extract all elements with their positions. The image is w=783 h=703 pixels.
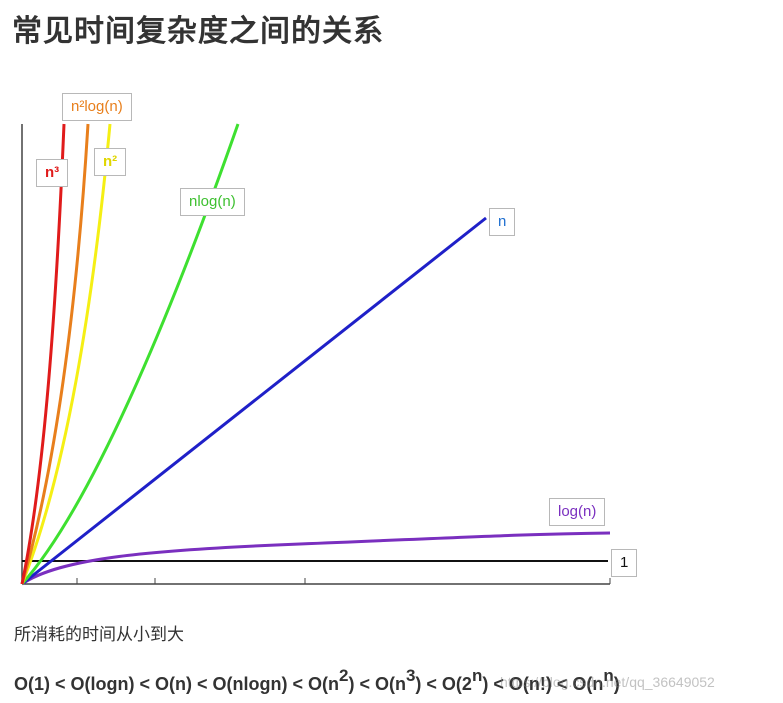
complexity-order: O(1) < O(logn) < O(n) < O(nlogn) < O(n2)… xyxy=(14,666,620,694)
label-n2logn: n²log(n) xyxy=(62,93,132,121)
label-1: 1 xyxy=(611,549,638,577)
label-n3: n³ xyxy=(36,159,69,187)
caption: 所消耗的时间从小到大 xyxy=(14,625,184,645)
label-nlogn: nlog(n) xyxy=(180,188,245,216)
page-title: 常见时间复杂度之间的关系 xyxy=(12,14,384,49)
series-line-n2 xyxy=(20,123,112,585)
label-logn: log(n) xyxy=(549,498,606,526)
series-line-logn xyxy=(21,531,611,586)
series-line-n2logn xyxy=(20,123,90,585)
label-n: n xyxy=(489,208,516,236)
series-line-n xyxy=(21,216,487,586)
watermark: https://blog.csdn.net/qq_36649052 xyxy=(500,674,715,690)
series-line-n3 xyxy=(20,123,66,585)
label-n2: n² xyxy=(94,148,127,176)
